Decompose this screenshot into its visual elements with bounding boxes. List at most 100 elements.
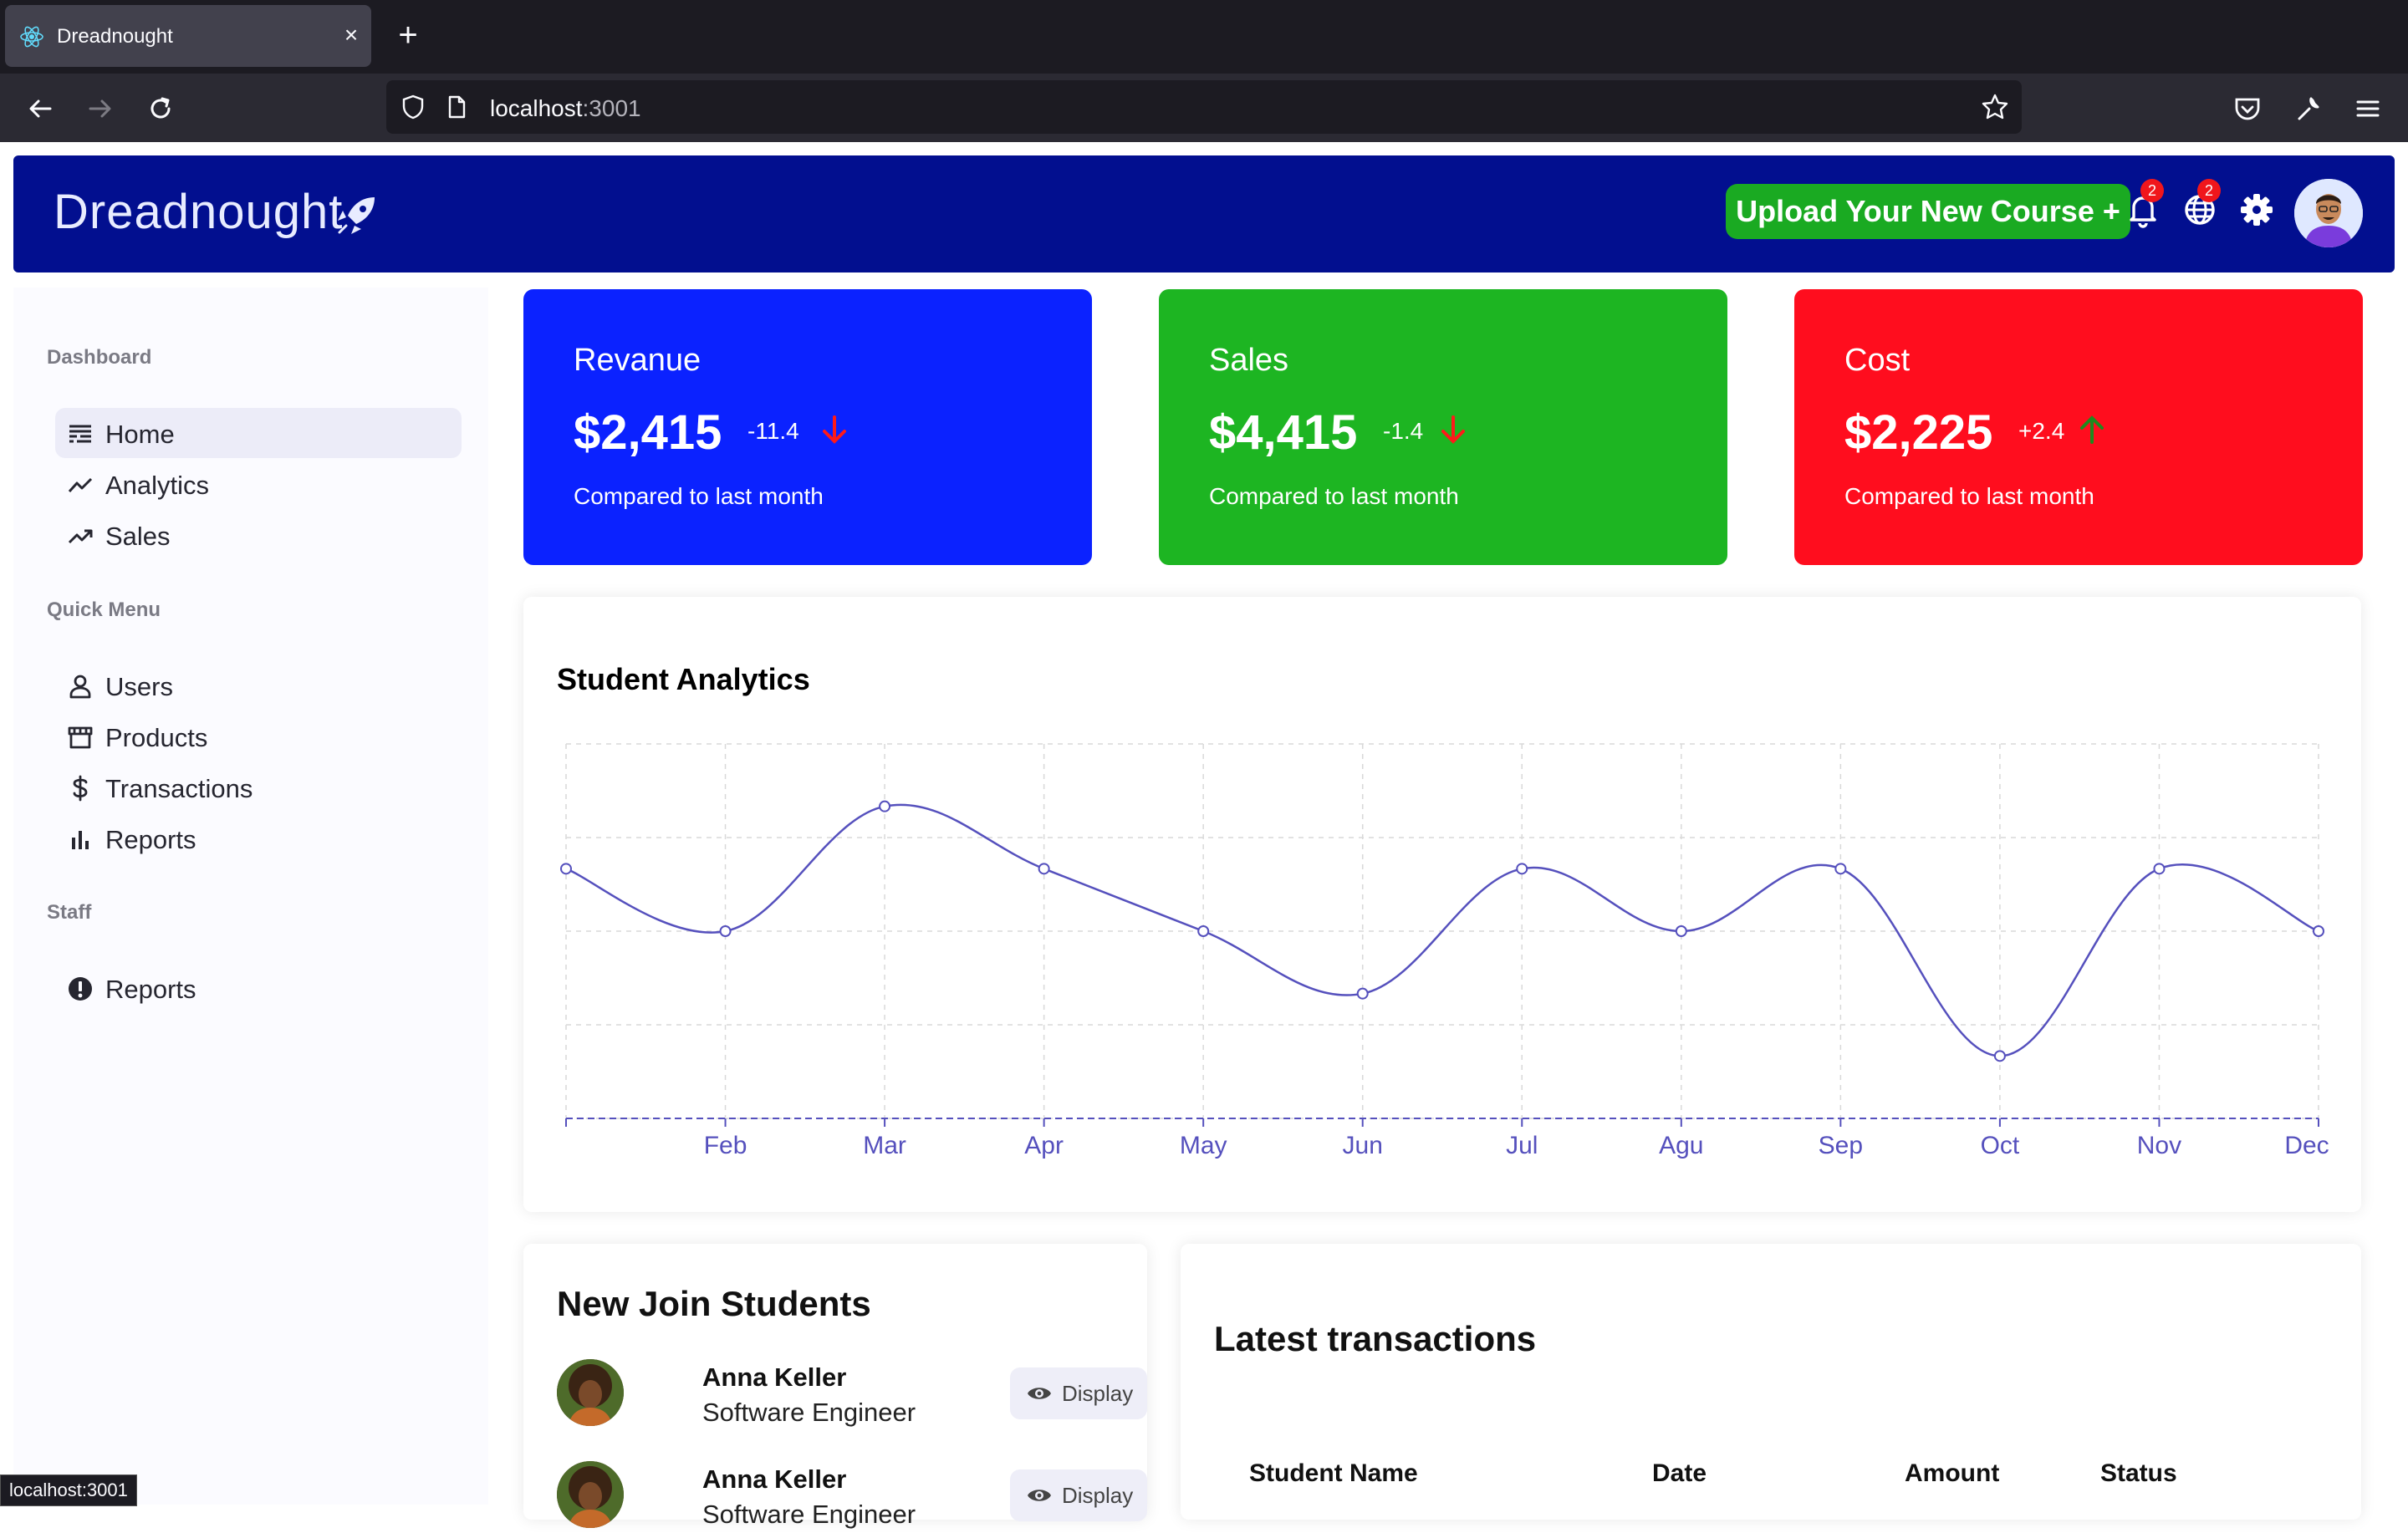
line-chart: Feb Mar Apr May Jun Jul Agu Sep Oct Nov Dec bbox=[560, 743, 2329, 1159]
display-button-label: Display bbox=[1062, 1381, 1134, 1406]
card-subtitle: Compared to last month bbox=[1844, 483, 2094, 509]
sales-card: Sales $4,415 -1.4 Compared to last month bbox=[1159, 289, 1727, 565]
url-host: localhost bbox=[490, 95, 583, 121]
display-button[interactable]: Display bbox=[1010, 1367, 1147, 1419]
student-analytics-chart: Student Analytics Feb Mar Apr May Jun Jul Agu S… bbox=[523, 597, 2361, 1212]
data-point bbox=[2313, 925, 2324, 937]
x-tick-label: Sep bbox=[1819, 1132, 1863, 1159]
browser-tab-bar: Dreadnought × + bbox=[0, 0, 2408, 74]
data-point bbox=[879, 800, 891, 812]
sidebar-item-transactions[interactable]: Transactions bbox=[55, 762, 462, 812]
card-rate: -11.4 bbox=[747, 418, 799, 444]
sidebar-item-label: Users bbox=[105, 672, 173, 701]
data-point bbox=[560, 863, 572, 875]
column-header-status: Status bbox=[2100, 1459, 2177, 1487]
bar-chart-icon bbox=[72, 831, 89, 849]
member-job: Software Engineer bbox=[702, 1500, 916, 1529]
sidebar-item-users[interactable]: Users bbox=[55, 660, 462, 710]
column-header-amount: Amount bbox=[1905, 1459, 2000, 1487]
member-portrait bbox=[557, 1461, 624, 1528]
page-icon bbox=[448, 95, 466, 119]
latest-transactions-widget: Latest transactions Student Name Date Am… bbox=[1181, 1244, 2361, 1520]
cost-card: Cost $2,225 +2.4 Compared to last month bbox=[1794, 289, 2363, 565]
settings-gear-icon[interactable] bbox=[2236, 189, 2278, 231]
x-tick-label: Oct bbox=[1981, 1132, 2020, 1159]
tab-close-icon[interactable]: × bbox=[344, 22, 359, 48]
member-name: Anna Keller bbox=[702, 1464, 847, 1494]
x-tick-label: Jul bbox=[1506, 1132, 1538, 1159]
browser-nav-bar: localhost:3001 bbox=[0, 74, 2408, 142]
store-icon bbox=[68, 726, 93, 749]
card-title: Cost bbox=[1844, 343, 1911, 378]
url-bar[interactable]: localhost:3001 bbox=[386, 80, 2022, 134]
card-value: $2,415 bbox=[574, 405, 722, 460]
bookmark-star-icon[interactable] bbox=[1980, 92, 2010, 122]
sidebar-item-analytics[interactable]: Analytics bbox=[55, 459, 462, 509]
react-logo-icon bbox=[20, 26, 43, 48]
back-arrow-icon[interactable] bbox=[22, 90, 59, 127]
new-tab-plus-icon[interactable]: + bbox=[398, 17, 418, 53]
widget-title: Latest transactions bbox=[1214, 1319, 1537, 1358]
sidebar-item-products[interactable]: Products bbox=[55, 711, 462, 761]
url-text[interactable]: localhost:3001 bbox=[490, 95, 641, 122]
card-value: $2,225 bbox=[1844, 405, 1993, 460]
browser-tab[interactable]: Dreadnought × bbox=[5, 5, 371, 67]
user-icon bbox=[69, 675, 91, 699]
sidebar-item-staff-reports[interactable]: Reports bbox=[55, 963, 462, 1013]
member-name: Anna Keller bbox=[702, 1362, 847, 1392]
tab-title: Dreadnought bbox=[57, 25, 173, 48]
x-tick-label: Agu bbox=[1659, 1132, 1703, 1159]
notification-badge: 2 bbox=[2140, 179, 2164, 202]
x-tick-label: Dec bbox=[2284, 1132, 2329, 1159]
sidebar-item-reports[interactable]: Reports bbox=[55, 813, 462, 863]
data-point bbox=[1675, 925, 1687, 937]
upload-course-button[interactable]: Upload Your New Course + bbox=[1726, 184, 2130, 239]
member-avatar bbox=[557, 1461, 624, 1528]
wrench-icon[interactable] bbox=[2289, 90, 2326, 127]
user-avatar[interactable] bbox=[2294, 179, 2363, 247]
x-tick-label: May bbox=[1180, 1132, 1227, 1159]
trending-up-icon bbox=[68, 529, 93, 544]
sidebar-heading-dashboard: Dashboard bbox=[47, 346, 152, 369]
display-button[interactable]: Display bbox=[1010, 1469, 1147, 1521]
analytics-icon bbox=[68, 477, 93, 493]
link-status-tooltip: localhost:3001 bbox=[0, 1474, 137, 1506]
display-button-label: Display bbox=[1062, 1483, 1134, 1508]
data-point bbox=[1834, 863, 1847, 875]
x-tick-label: Nov bbox=[2137, 1132, 2181, 1159]
shield-icon[interactable] bbox=[400, 94, 426, 120]
sidebar-item-label: Products bbox=[105, 723, 208, 752]
arrow-up-icon bbox=[2080, 415, 2104, 444]
x-tick-label: Mar bbox=[863, 1132, 906, 1159]
sidebar-item-sales[interactable]: Sales bbox=[55, 510, 462, 560]
sidebar-heading-staff: Staff bbox=[47, 901, 92, 924]
card-rate: +2.4 bbox=[2018, 418, 2065, 444]
forward-arrow-icon[interactable] bbox=[82, 90, 119, 127]
chart-title: Student Analytics bbox=[557, 662, 810, 696]
eye-icon bbox=[1028, 1388, 1051, 1399]
revenue-card: Revanue $2,415 -11.4 Compared to last mo… bbox=[523, 289, 1092, 565]
card-subtitle: Compared to last month bbox=[1209, 483, 1459, 509]
sidebar-item-label: Home bbox=[105, 420, 175, 449]
pocket-icon[interactable] bbox=[2229, 90, 2266, 127]
data-point bbox=[1197, 925, 1210, 937]
sidebar-item-label: Reports bbox=[105, 825, 196, 854]
dollar-icon bbox=[73, 775, 88, 802]
member-avatar bbox=[557, 1359, 624, 1426]
hamburger-menu-icon[interactable] bbox=[2349, 90, 2386, 127]
sidebar: Dashboard Home Analytics Sales Quick Men… bbox=[13, 288, 488, 1505]
new-join-students-widget: New Join Students Anna Keller Software E… bbox=[523, 1244, 1147, 1529]
data-point bbox=[2153, 863, 2166, 875]
home-icon bbox=[69, 425, 91, 443]
brand-logo-text[interactable]: Dreadnought bbox=[54, 185, 344, 239]
sidebar-heading-quick-menu: Quick Menu bbox=[47, 598, 161, 621]
app-header: Dreadnought Upload Your New Course + 2 2 bbox=[13, 155, 2395, 272]
eye-icon bbox=[1028, 1490, 1051, 1501]
member-portrait bbox=[557, 1359, 624, 1426]
sidebar-item-home[interactable]: Home bbox=[55, 408, 462, 458]
reload-icon[interactable] bbox=[142, 90, 179, 127]
rocket-icon bbox=[338, 197, 375, 234]
card-title: Revanue bbox=[574, 343, 701, 378]
x-tick-label: Apr bbox=[1024, 1132, 1064, 1159]
sidebar-item-label: Transactions bbox=[105, 774, 253, 803]
